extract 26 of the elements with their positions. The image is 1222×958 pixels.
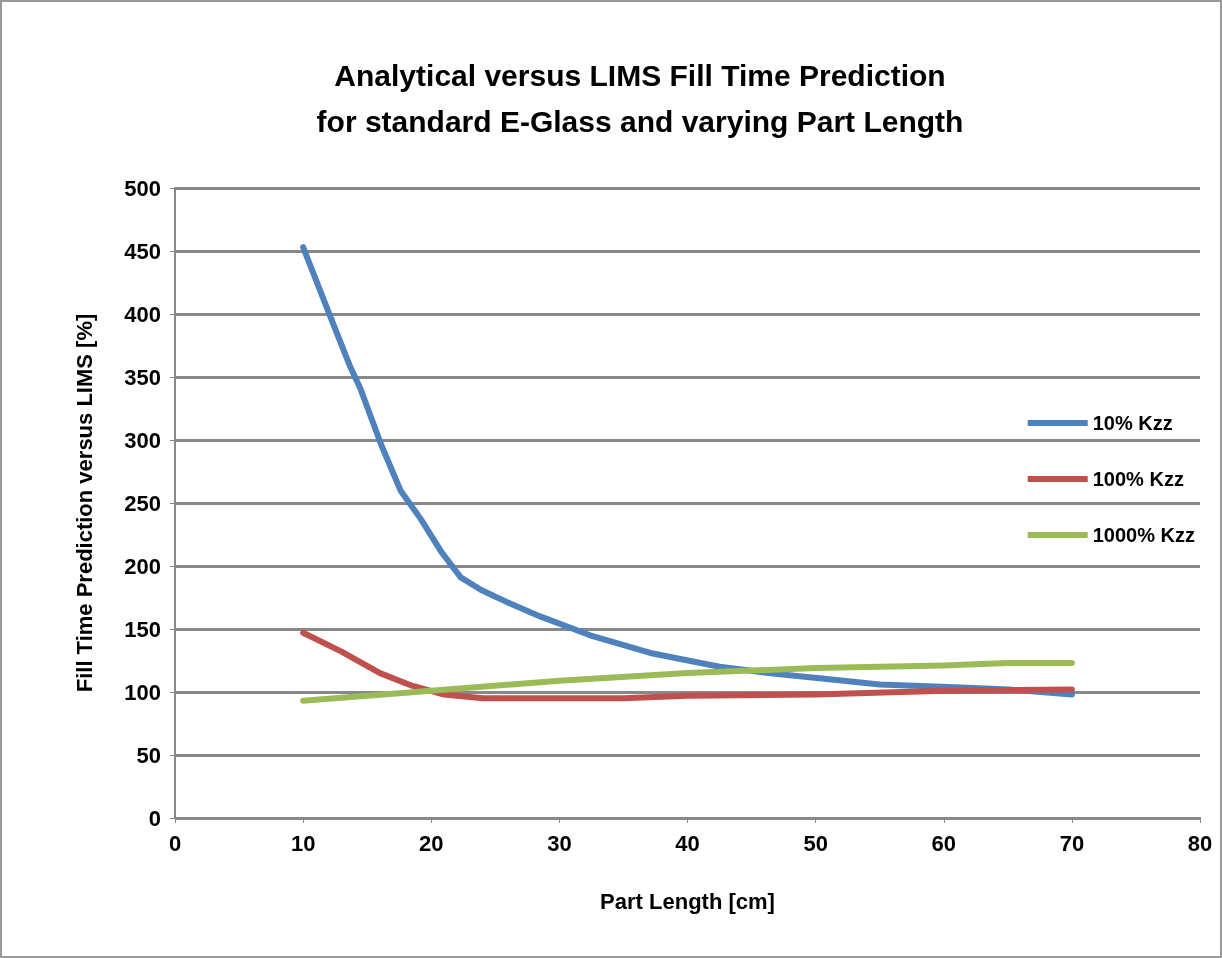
x-tick-label: 30: [547, 830, 572, 856]
y-tick-label: 150: [124, 616, 161, 642]
y-tick-label: 450: [124, 238, 161, 264]
x-tick-label: 60: [931, 830, 956, 856]
y-tick-label: 300: [124, 427, 161, 453]
y-axis-title: Fill Time Prediction versus LIMS [%]: [71, 313, 97, 693]
x-tick-label: 50: [803, 830, 828, 856]
y-tick-label: 0: [148, 805, 161, 831]
x-tick-label: 70: [1059, 830, 1085, 856]
y-tick-label: 500: [124, 175, 161, 201]
legend-label: 1000% Kzz: [1092, 524, 1196, 546]
x-tick-label: 80: [1187, 830, 1213, 856]
x-tick-label: 0: [168, 830, 182, 856]
x-tick-label: 20: [419, 830, 444, 856]
y-tick-label: 200: [124, 553, 161, 579]
y-tick-label: 250: [124, 490, 161, 516]
x-tick-label: 40: [675, 830, 700, 856]
x-tick-label: 10: [290, 830, 316, 856]
x-axis-title: Part Length [cm]: [600, 888, 775, 914]
legend-label: 100% Kzz: [1092, 468, 1184, 490]
chart-title: Analytical versus LIMS Fill Time Prediction for standard E-Glass and varying Part Length: [316, 58, 964, 138]
y-tick-label: 50: [136, 742, 161, 768]
y-tick-label: 100: [124, 679, 161, 705]
legend-label: 10% Kzz: [1092, 412, 1173, 434]
y-tick-label: 350: [124, 364, 161, 390]
y-tick-label: 400: [124, 301, 161, 327]
